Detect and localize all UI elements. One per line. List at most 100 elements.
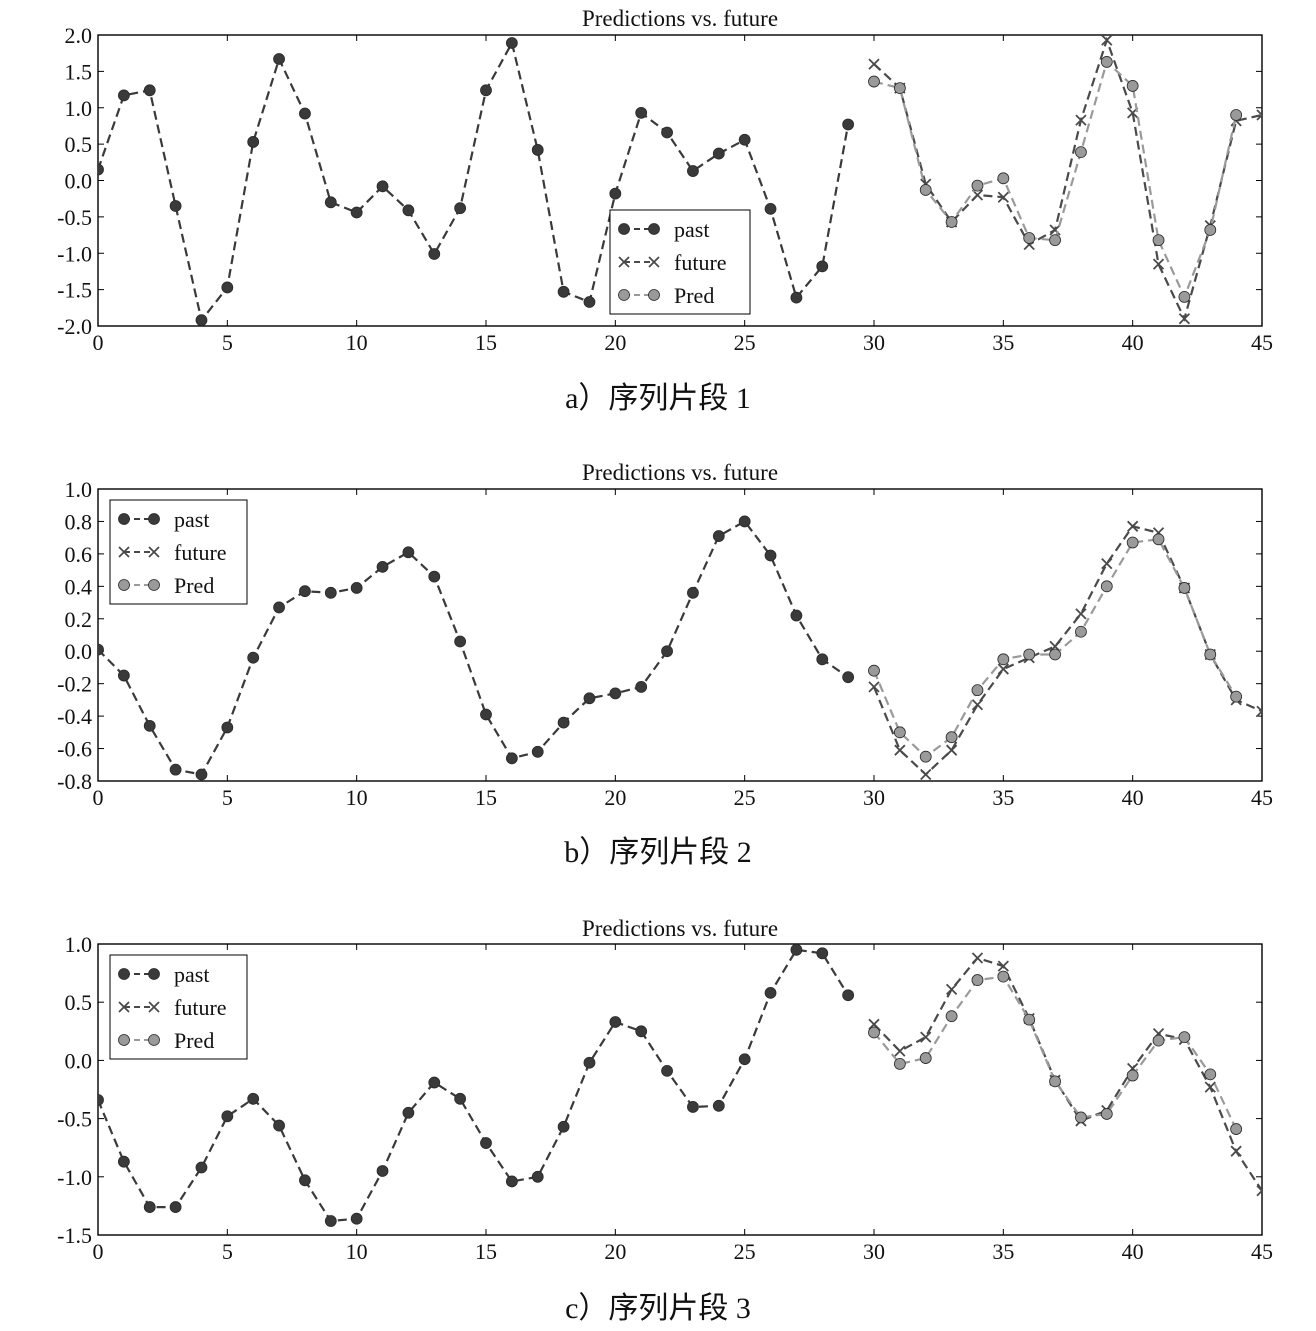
point-future (894, 1045, 906, 1057)
point-past (221, 1110, 234, 1123)
y-tick-label: 0.4 (65, 574, 93, 599)
point-future (1256, 705, 1262, 717)
point-past (505, 1175, 518, 1188)
point-pred (971, 974, 984, 986)
series-line-future (873, 956, 1262, 1192)
point-past (98, 163, 104, 176)
y-tick-label: -1.0 (57, 241, 92, 266)
point-pred (1152, 1034, 1165, 1047)
caption-c: c）序列片段 3 (565, 1292, 751, 1325)
point-past (428, 1076, 441, 1089)
point-pred (868, 664, 880, 677)
legend-marker-past (648, 223, 660, 235)
y-tick-label: 0.2 (65, 607, 93, 632)
point-past (609, 687, 622, 700)
point-past (402, 546, 415, 559)
point-past (480, 1137, 492, 1149)
point-past (842, 671, 855, 684)
point-past (273, 601, 285, 614)
point-past (557, 716, 570, 729)
x-marker-stroke (997, 191, 1009, 203)
x-marker-stroke (997, 960, 1009, 972)
point-pred (971, 684, 984, 697)
plot-area (98, 35, 1262, 326)
legend-label-future: future (174, 995, 227, 1020)
point-future (1101, 557, 1113, 570)
x-marker-stroke (920, 1031, 932, 1043)
point-pred (997, 970, 1010, 983)
x-tick-label: 35 (992, 1239, 1014, 1264)
point-future (1230, 1145, 1242, 1157)
x-marker-stroke (1101, 557, 1113, 570)
point-past (712, 147, 725, 160)
x-marker-stroke (648, 256, 660, 268)
point-past (635, 1025, 648, 1038)
legend-label-pred: Pred (174, 1028, 214, 1053)
point-past (376, 560, 389, 573)
point-past (169, 200, 182, 212)
point-future (997, 960, 1009, 972)
point-pred (919, 750, 932, 763)
x-marker-stroke (945, 744, 958, 756)
point-past (350, 1212, 363, 1225)
x-tick-label: 30 (863, 1239, 885, 1264)
point-past (376, 1165, 389, 1177)
point-pred (997, 653, 1010, 666)
legend-marker-pred (148, 1034, 160, 1046)
point-past (687, 586, 699, 599)
point-pred (945, 1010, 958, 1023)
point-past (609, 1016, 622, 1028)
point-past (661, 1064, 673, 1077)
x-tick-label: 0 (93, 1239, 104, 1264)
point-past (98, 643, 104, 656)
y-tick-label: -0.6 (57, 737, 92, 762)
x-marker-stroke (868, 58, 880, 70)
point-pred (1023, 232, 1036, 244)
y-tick-label: -2.0 (57, 314, 92, 339)
point-past (816, 653, 829, 666)
x-marker-stroke (148, 1001, 160, 1013)
caption-a: a）序列片段 1 (565, 382, 751, 415)
legend-label-past: past (174, 962, 209, 987)
point-pred (997, 172, 1010, 185)
x-tick-label: 30 (863, 785, 885, 810)
x-marker-stroke (971, 189, 984, 201)
point-future (1204, 1081, 1216, 1093)
point-past (169, 763, 182, 776)
y-tick-label: 0.6 (65, 542, 93, 567)
legend: past future Pred (109, 499, 248, 605)
point-pred (1204, 648, 1217, 661)
point-past (117, 669, 130, 682)
point-past (738, 1053, 751, 1066)
y-tick-label: -0.5 (57, 205, 92, 230)
point-past (531, 144, 544, 156)
x-tick-label: 45 (1251, 330, 1273, 355)
point-past (661, 645, 673, 658)
point-future (1075, 608, 1087, 620)
point-past (557, 1120, 570, 1133)
y-tick-label: 2.0 (65, 23, 93, 48)
x-tick-label: 25 (734, 785, 756, 810)
series-line-future (873, 36, 1262, 322)
point-pred (1075, 146, 1087, 159)
legend-marker-future (118, 1001, 130, 1013)
legend-marker-pred (118, 1034, 130, 1046)
point-future (997, 191, 1009, 203)
point-past (842, 118, 855, 131)
point-past (299, 1174, 311, 1187)
series-line-past (98, 519, 849, 776)
x-tick-label: 20 (604, 330, 626, 355)
x-tick-label: 10 (346, 330, 368, 355)
point-past (221, 721, 234, 734)
legend-marker-past (118, 968, 130, 980)
x-marker-stroke (1256, 109, 1262, 117)
point-past (143, 1201, 156, 1213)
x-marker-stroke (1127, 520, 1139, 532)
legend-label-past: past (174, 507, 209, 532)
legend-marker-future (618, 256, 630, 268)
y-tick-label: -1.5 (57, 1223, 92, 1248)
plot-frame (97, 943, 1263, 1236)
x-tick-label: 10 (346, 1239, 368, 1264)
x-tick-label: 40 (1122, 330, 1144, 355)
point-pred (1204, 1068, 1217, 1081)
